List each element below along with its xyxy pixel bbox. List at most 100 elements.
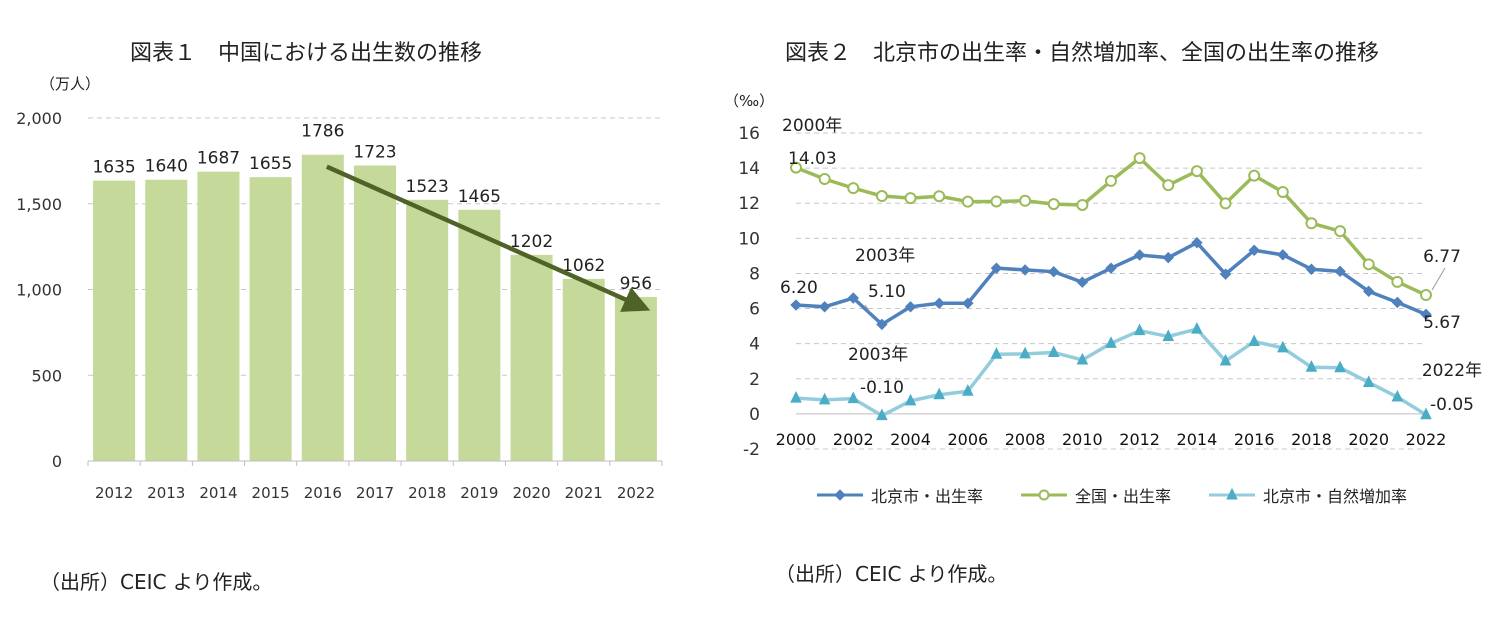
data-point — [1420, 407, 1432, 420]
data-label: 1202 — [510, 232, 553, 252]
data-point — [1191, 321, 1203, 334]
data-point — [876, 318, 888, 331]
data-label: 1523 — [406, 177, 449, 197]
x-tick-label: 2010 — [1062, 430, 1103, 449]
annotation-year: 2003年 — [855, 246, 915, 266]
data-point — [847, 391, 860, 404]
data-point — [1420, 308, 1432, 321]
data-point — [1133, 323, 1146, 336]
data-point — [1162, 179, 1175, 192]
data-point — [1248, 334, 1260, 347]
data-point — [904, 192, 917, 205]
bar — [458, 209, 501, 461]
data-label: 1062 — [562, 256, 605, 276]
data-point — [904, 393, 917, 406]
source-note: （出所）CEIC より作成。 — [40, 570, 273, 594]
data-point — [1219, 268, 1232, 280]
y-tick-label: 2 — [749, 370, 760, 390]
data-point — [990, 347, 1003, 359]
x-tick-label: 2012 — [1119, 430, 1160, 449]
data-point — [1048, 265, 1060, 278]
y-tick-label: 0 — [52, 452, 62, 471]
data-point — [1277, 340, 1289, 353]
x-tick-label: 2014 — [1177, 430, 1218, 449]
y-tick-label: 16 — [738, 124, 760, 144]
annotation-value: 5.10 — [868, 282, 906, 302]
data-point — [933, 190, 946, 203]
bar — [249, 177, 292, 462]
data-label: 956 — [620, 274, 652, 294]
data-label: 1465 — [458, 187, 501, 207]
x-tick-label: 2022 — [1406, 430, 1447, 449]
data-point — [1133, 249, 1146, 261]
birth-count-panel: 図表１ 中国における出生数の推移 （万人） 1635 1640 1687 1655 17… — [0, 0, 700, 619]
line-chart: -2 0 2 4 6 8 10 12 14 16 2000 2002 2004 2006 2008 2010 2… — [738, 116, 1482, 460]
bar — [406, 199, 449, 462]
legend-item-beijing-natural-growth: 北京市・自然増加率 — [1207, 483, 1407, 507]
bar — [301, 154, 344, 462]
annotation-value: -0.05 — [1430, 395, 1474, 415]
data-point — [1362, 375, 1375, 387]
y-tick-label: 1,000 — [16, 281, 62, 300]
x-tick-label: 2016 — [304, 484, 342, 502]
x-tick-label: 2006 — [947, 430, 988, 449]
legend-label: 北京市・出生率 — [871, 487, 984, 506]
data-point — [1277, 249, 1289, 261]
data-point — [1019, 264, 1031, 276]
data-point — [1047, 198, 1060, 211]
legend-label: 北京市・自然増加率 — [1263, 487, 1408, 506]
data-point — [1076, 198, 1089, 211]
data-point — [1133, 152, 1146, 165]
x-tick-label: 2020 — [1348, 430, 1389, 449]
data-point — [933, 387, 945, 400]
y-tick-label: 500 — [31, 366, 62, 385]
bar — [614, 297, 657, 461]
y-tick-label: 2,000 — [16, 109, 62, 128]
data-point — [1391, 389, 1404, 402]
annotation-year: 2000年 — [782, 116, 842, 136]
x-tick-label: 2021 — [565, 484, 603, 502]
data-point — [790, 390, 802, 403]
data-point — [1334, 265, 1346, 278]
x-tick-label: 2018 — [408, 484, 446, 502]
data-point — [1362, 258, 1375, 271]
data-point — [790, 161, 802, 174]
x-tick-label: 2004 — [890, 430, 931, 449]
data-point — [1019, 346, 1031, 359]
data-point — [1391, 296, 1404, 309]
data-point — [904, 301, 917, 313]
legend-marker-circle — [1021, 489, 1068, 501]
legend-marker-triangle — [1209, 488, 1256, 500]
y-unit-label: （万人） — [40, 75, 101, 93]
data-point — [1190, 165, 1203, 178]
data-point — [1305, 360, 1318, 372]
data-point — [990, 195, 1003, 208]
data-point — [1305, 217, 1318, 230]
trend-arrow — [325, 164, 651, 312]
annotation-year: 2003年 — [848, 345, 908, 365]
data-point — [962, 384, 974, 396]
data-point — [1276, 185, 1289, 198]
data-point — [1019, 194, 1032, 207]
x-tick-label: 2013 — [147, 484, 185, 502]
birth-rate-panel: 図表２ 北京市の出生率・自然増加率、全国の出生率の推移 （‰） -2 0 2 4 6 8 1… — [700, 0, 1505, 619]
data-point — [1363, 285, 1375, 298]
data-point — [847, 292, 859, 304]
y-tick-label: 6 — [749, 300, 760, 320]
chart-title: 図表１ 中国における出生数の推移 — [130, 41, 483, 66]
bar — [197, 171, 240, 461]
bar — [93, 180, 136, 461]
data-point — [1162, 329, 1175, 341]
annotation-value: 14.03 — [788, 149, 837, 169]
bar — [354, 165, 396, 461]
bar — [562, 278, 605, 461]
legend-label: 全国・出生率 — [1075, 487, 1172, 506]
x-tick-label: 2017 — [356, 484, 394, 502]
data-point — [1076, 276, 1089, 288]
data-point — [1162, 251, 1174, 264]
data-point — [847, 182, 860, 195]
annotation-value: -0.10 — [860, 378, 904, 398]
x-tick-label: 2002 — [833, 430, 874, 449]
data-point — [1334, 360, 1346, 373]
bar — [510, 254, 553, 461]
